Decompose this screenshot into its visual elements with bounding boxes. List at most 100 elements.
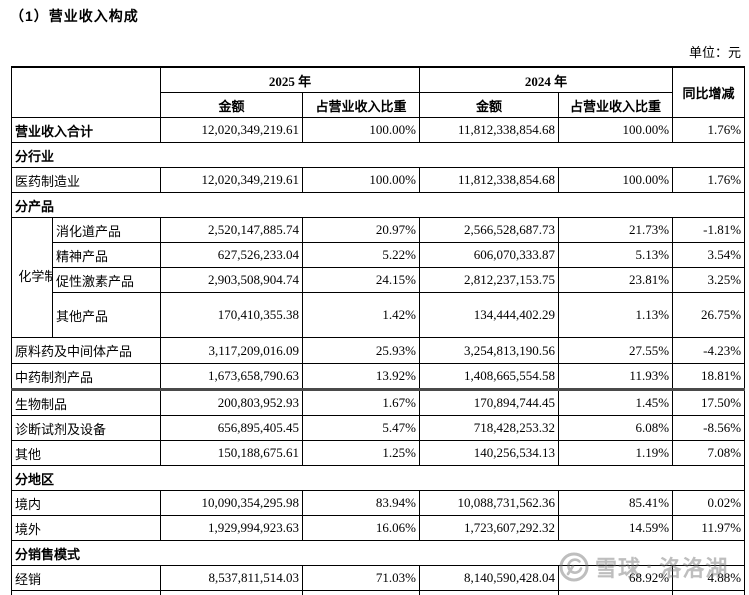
amount-2025: 12,020,349,219.61 — [160, 167, 303, 193]
table-row: 原料药及中间体产品 3,117,209,016.09 25.93% 3,254,… — [11, 337, 746, 364]
row-label: 促性激素产品 — [52, 267, 161, 293]
amount-2024: 11,812,338,854.68 — [419, 167, 560, 193]
amount-2025: 10,090,354,295.98 — [160, 490, 303, 516]
group-label-chemical-preparations: 化学制剂产品 — [11, 217, 53, 338]
row-label: 其他 — [11, 440, 161, 466]
row-label: 精神产品 — [52, 242, 161, 268]
yoy-change: 3.25% — [672, 267, 746, 293]
pct-2025: 28.97% — [301, 590, 421, 595]
amount-2024: 718,428,253.32 — [419, 415, 560, 441]
row-label: 医药制造业 — [11, 167, 161, 193]
section-row: 分产品 — [10, 192, 746, 218]
yoy-change: 7.08% — [672, 440, 746, 466]
col-header-pct-2025: 占营业收入比重 — [301, 92, 421, 118]
amount-2024: 8,140,590,428.04 — [419, 565, 560, 591]
yoy-change: 26.75% — [672, 292, 746, 338]
amount-2024: 170,894,744.45 — [419, 389, 560, 416]
pct-2025: 1.25% — [301, 440, 421, 466]
pct-2025: 13.92% — [301, 363, 421, 391]
revenue-composition-table: 2025 年 2024 年 同比增减 金额 占营业收入比重 金额 占营业收入比重… — [10, 66, 746, 595]
pct-2024: 1.45% — [558, 389, 674, 416]
amount-2024: 10,088,731,562.36 — [419, 490, 560, 516]
yoy-change: -8.56% — [672, 415, 746, 441]
amount-2024: 3,671,748,426.64 — [419, 590, 560, 595]
pct-2025: 83.94% — [301, 490, 421, 516]
col-header-yoy: 同比增减 — [672, 66, 746, 118]
pct-2025: 71.03% — [301, 565, 421, 591]
table-row: 境外 1,929,994,923.63 16.06% 1,723,607,292… — [11, 515, 746, 541]
amount-2024: 3,254,813,190.56 — [419, 337, 560, 364]
amount-2025: 656,895,405.45 — [160, 415, 303, 441]
row-label: 生物制品 — [11, 389, 161, 416]
yoy-change: -5.15% — [672, 590, 746, 595]
col-header-pct-2024: 占营业收入比重 — [558, 92, 674, 118]
yoy-change: 1.76% — [672, 167, 746, 193]
amount-2025: 3,117,209,016.09 — [160, 337, 303, 364]
pct-2024: 11.93% — [558, 363, 674, 391]
amount-2024: 11,812,338,854.68 — [419, 117, 560, 143]
row-label: 境内 — [11, 490, 161, 516]
pct-2025: 5.22% — [301, 242, 421, 268]
section-label: 分产品 — [10, 192, 746, 218]
pct-2024: 68.92% — [558, 565, 674, 591]
row-label: 原料药及中间体产品 — [11, 337, 161, 364]
table-row: 化学制剂产品 消化道产品 2,520,147,885.74 20.97% 2,5… — [11, 217, 746, 338]
amount-2024: 606,070,333.87 — [419, 242, 560, 268]
table-row: 境内 10,090,354,295.98 83.94% 10,088,731,5… — [11, 490, 746, 516]
amount-2025: 2,903,508,904.74 — [160, 267, 303, 293]
section-label: 分地区 — [10, 465, 746, 491]
table-row: 其他产品 170,410,355.38 1.42% 134,444,402.29… — [12, 292, 746, 338]
row-label: 营业收入合计 — [11, 117, 161, 143]
amount-2025: 200,803,952.93 — [160, 389, 303, 416]
yoy-change: 4.88% — [672, 565, 746, 591]
yoy-change: 11.97% — [672, 515, 746, 541]
section-label: 分销售模式 — [10, 540, 746, 566]
section-row: 分销售模式 — [10, 540, 746, 566]
amount-2025: 1,929,994,923.63 — [160, 515, 303, 541]
table-row: 中药制剂产品 1,673,658,790.63 13.92% 1,408,665… — [11, 363, 746, 391]
amount-2024: 1,723,607,292.32 — [419, 515, 560, 541]
pct-2024: 6.08% — [558, 415, 674, 441]
col-header-2024: 2024 年 — [419, 66, 674, 93]
amount-2025: 2,520,147,885.74 — [160, 217, 303, 243]
section-row: 分行业 — [10, 142, 746, 168]
table-header-row-sub: 金额 占营业收入比重 金额 占营业收入比重 — [12, 92, 745, 118]
pct-2025: 20.97% — [301, 217, 421, 243]
section-row: 分地区 — [10, 465, 746, 491]
pct-2025: 5.47% — [301, 415, 421, 441]
amount-2024: 2,812,237,153.75 — [419, 267, 560, 293]
corner-cell — [11, 66, 161, 118]
pct-2024: 100.00% — [558, 167, 674, 193]
row-label: 消化道产品 — [52, 217, 161, 243]
amount-2024: 2,566,528,687.73 — [419, 217, 560, 243]
table-header-row-years: 2025 年 2024 年 同比增减 — [11, 66, 746, 118]
table-row: 医药制造业 12,020,349,219.61 100.00% 11,812,3… — [11, 167, 746, 193]
table-row: 经销 8,537,811,514.03 71.03% 8,140,590,428… — [11, 565, 746, 591]
yoy-change: 0.02% — [672, 490, 746, 516]
table-row: 其他 150,188,675.61 1.25% 140,256,534.13 1… — [11, 440, 746, 466]
table-row: 生物制品 200,803,952.93 1.67% 170,894,744.45… — [11, 389, 746, 416]
yoy-change: 3.54% — [672, 242, 746, 268]
amount-2025: 12,020,349,219.61 — [160, 117, 303, 143]
row-label: 其他产品 — [52, 292, 161, 338]
amount-2025: 1,673,658,790.63 — [160, 363, 303, 391]
row-label: 直销 — [11, 590, 161, 595]
amount-2025: 150,188,675.61 — [160, 440, 303, 466]
amount-2024: 140,256,534.13 — [419, 440, 560, 466]
pct-2025: 16.06% — [301, 515, 421, 541]
amount-2025: 3,482,537,705.58 — [160, 590, 303, 595]
unit-label: 单位：元 — [688, 45, 741, 60]
table-row: 促性激素产品 2,903,508,904.74 24.15% 2,812,237… — [12, 267, 746, 293]
amount-2024: 134,444,402.29 — [419, 292, 560, 338]
pct-2024: 31.08% — [558, 590, 674, 595]
table-row: 诊断试剂及设备 656,895,405.45 5.47% 718,428,253… — [11, 415, 746, 441]
col-header-amount-2024: 金额 — [419, 92, 560, 118]
row-label: 中药制剂产品 — [11, 363, 161, 391]
pct-2025: 24.15% — [301, 267, 421, 293]
col-header-2025: 2025 年 — [159, 66, 421, 93]
row-label: 经销 — [11, 565, 161, 591]
pct-2024: 1.19% — [558, 440, 674, 466]
pct-2025: 1.42% — [301, 292, 421, 338]
pct-2024: 14.59% — [558, 515, 674, 541]
